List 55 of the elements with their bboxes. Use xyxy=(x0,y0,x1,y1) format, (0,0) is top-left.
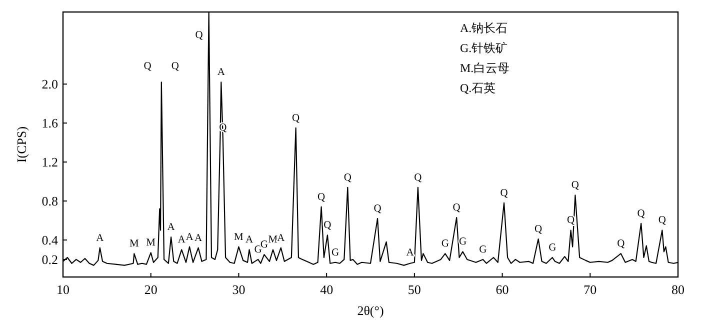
annotation: A.钠长石 xyxy=(460,21,508,35)
annotation: Q xyxy=(292,112,300,124)
annotation: G.针铁矿 xyxy=(460,41,508,55)
annotation: Q xyxy=(500,188,508,199)
annotation: G xyxy=(479,244,488,256)
annotation: Q xyxy=(374,204,382,215)
annotation: Q xyxy=(344,172,352,184)
annotation: Q xyxy=(195,30,204,41)
annotation: G xyxy=(441,238,450,250)
annotation: M.白云母 xyxy=(460,61,510,75)
annotation: M xyxy=(129,238,140,250)
y-tick-label: 0.4 xyxy=(42,232,58,248)
annotation: Q xyxy=(658,215,666,226)
annotation: A xyxy=(277,232,286,244)
x-axis-title: 2θ(°) xyxy=(357,303,384,318)
annotation: Q xyxy=(452,202,461,214)
y-tick-label: 1.6 xyxy=(42,116,58,131)
annotation: Q xyxy=(617,238,626,250)
annotation: Q xyxy=(318,192,326,203)
annotation: M xyxy=(146,238,156,249)
annotation: Q xyxy=(571,180,580,192)
x-tick-label: 60 xyxy=(496,282,509,297)
x-tick-label: 70 xyxy=(584,282,597,297)
annotation: Q xyxy=(171,61,180,72)
annotation: A xyxy=(217,67,226,78)
annotation: A xyxy=(194,232,203,244)
annotation: A xyxy=(186,232,194,243)
x-tick-label: 10 xyxy=(56,282,70,297)
y-tick-label: 0.2 xyxy=(42,252,58,267)
annotation: M xyxy=(234,232,244,243)
annotation: G xyxy=(332,247,340,258)
annotation: Q.石英 xyxy=(460,81,496,95)
x-tick-label: 50 xyxy=(408,282,421,297)
annotation: A xyxy=(96,232,104,244)
annotation: Q xyxy=(534,224,543,236)
x-tick-label: 40 xyxy=(320,282,334,297)
annotation: Q xyxy=(414,172,422,184)
annotation: A xyxy=(406,247,414,258)
y-tick-label: 0.8 xyxy=(42,194,58,209)
x-tick-label: 30 xyxy=(232,282,246,297)
annotation: Q xyxy=(637,208,646,220)
x-tick-label: 20 xyxy=(144,282,158,297)
annotation: A xyxy=(245,234,254,246)
annotation: G xyxy=(260,240,268,251)
annotation: M xyxy=(268,234,278,246)
y-axis-title: I(CPS) xyxy=(14,126,29,163)
y-tick-label: 2.0 xyxy=(42,76,58,92)
annotation: A xyxy=(178,234,186,246)
y-tick-label: 1.2 xyxy=(42,154,58,170)
annotation: Q xyxy=(324,220,332,232)
annotation: G xyxy=(458,236,467,248)
annotation: G xyxy=(548,242,557,254)
annotation: Q xyxy=(144,61,152,72)
annotation: A xyxy=(167,222,176,234)
x-tick-label: 80 xyxy=(672,282,684,297)
